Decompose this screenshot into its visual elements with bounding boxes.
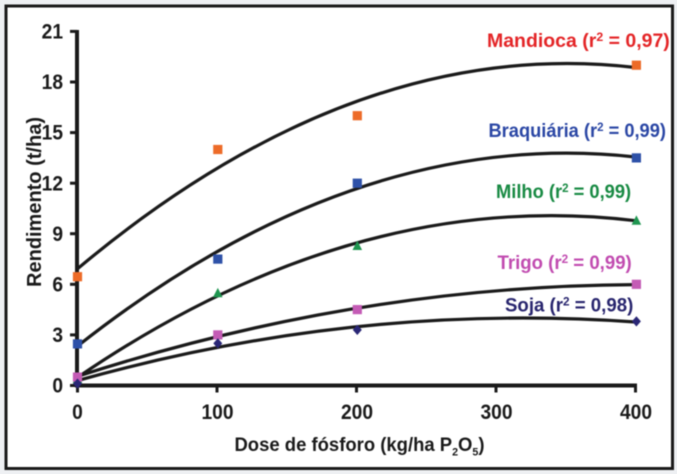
svg-text:400: 400 xyxy=(620,401,652,424)
svg-text:Rendimento (t/ha): Rendimento (t/ha) xyxy=(24,117,46,287)
svg-text:100: 100 xyxy=(201,401,233,424)
svg-text:Milho (r2 = 0,99): Milho (r2 = 0,99) xyxy=(496,181,631,202)
svg-text:Dose de fósforo (kg/ha P2O5): Dose de fósforo (kg/ha P2O5) xyxy=(234,434,484,459)
svg-text:18: 18 xyxy=(42,71,63,94)
svg-text:15: 15 xyxy=(42,122,63,145)
svg-text:6: 6 xyxy=(52,274,63,297)
svg-text:21: 21 xyxy=(42,21,63,44)
svg-text:300: 300 xyxy=(480,401,512,424)
svg-text:3: 3 xyxy=(52,324,63,347)
svg-text:12: 12 xyxy=(42,172,63,195)
svg-text:0: 0 xyxy=(52,375,63,398)
svg-text:200: 200 xyxy=(341,401,373,424)
svg-text:Trigo (r2 = 0,99): Trigo (r2 = 0,99) xyxy=(498,252,632,273)
svg-text:Mandioca (r2 = 0,97): Mandioca (r2 = 0,97) xyxy=(487,30,670,52)
svg-text:9: 9 xyxy=(52,223,63,246)
svg-text:Braquiária (r2 = 0,99): Braquiária (r2 = 0,99) xyxy=(489,120,666,141)
svg-text:0: 0 xyxy=(72,401,83,424)
svg-text:Soja (r2 = 0,98): Soja (r2 = 0,98) xyxy=(505,294,633,315)
